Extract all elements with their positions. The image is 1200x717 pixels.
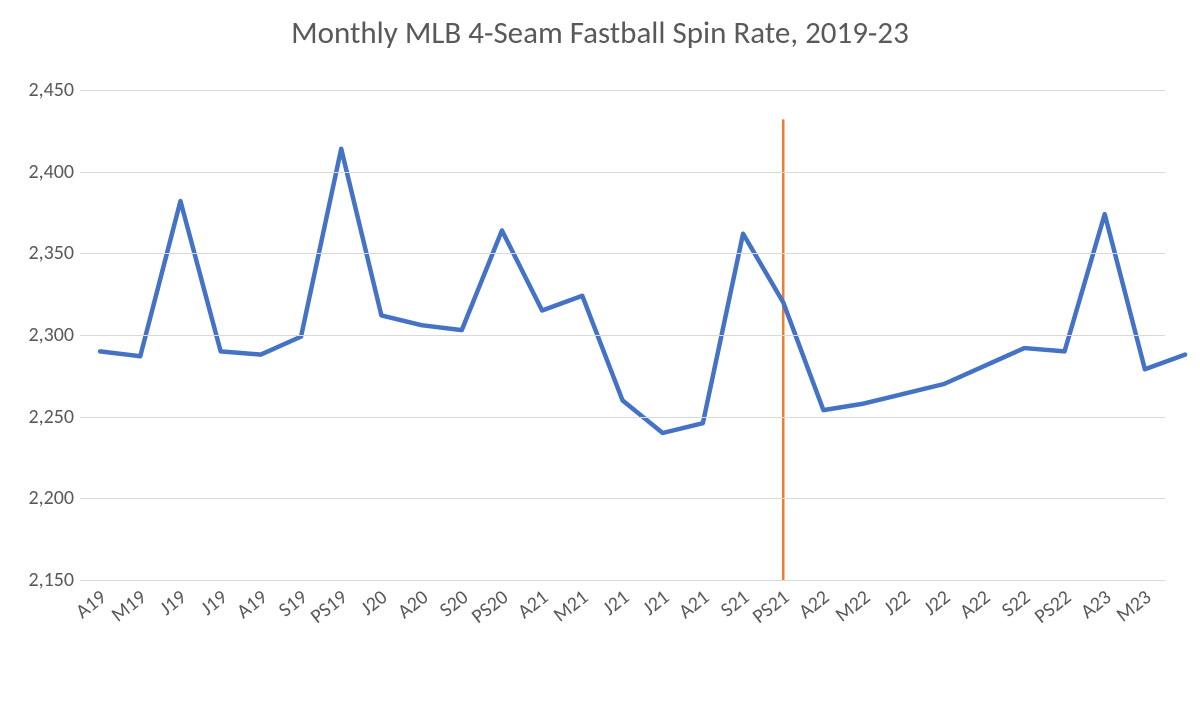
y-axis-tick-label: 2,300: [28, 323, 74, 347]
x-axis-tick-label: PS21: [748, 585, 794, 628]
x-axis-tick-label: PS20: [467, 585, 513, 628]
x-axis-tick-label: M21: [549, 585, 593, 627]
y-axis-tick-label: 2,400: [28, 160, 74, 184]
x-axis-tick-label: J19: [196, 585, 232, 620]
gridline: [80, 580, 1165, 581]
chart-container: Monthly MLB 4-Seam Fastball Spin Rate, 2…: [0, 0, 1200, 717]
x-axis-tick-label: J22: [919, 585, 955, 620]
plot-area: 2,1502,2002,2502,3002,3502,4002,450A19M1…: [80, 90, 1165, 580]
x-axis-tick-label: S20: [435, 585, 473, 622]
x-axis-tick-label: A20: [393, 585, 433, 624]
gridline: [80, 417, 1165, 418]
y-axis-tick-label: 2,150: [28, 568, 74, 592]
x-axis-tick-label: A21: [674, 585, 714, 624]
x-axis-tick-label: A22: [955, 585, 995, 624]
x-axis-tick-label: A19: [232, 585, 272, 624]
series-line: [100, 149, 1185, 433]
y-axis-tick-label: 2,250: [28, 405, 74, 429]
chart-title: Monthly MLB 4-Seam Fastball Spin Rate, 2…: [0, 14, 1200, 52]
x-axis-tick-label: J19: [156, 585, 192, 620]
x-axis-tick-label: A22: [795, 585, 835, 624]
gridline: [80, 90, 1165, 91]
gridline: [80, 172, 1165, 173]
x-axis-tick-label: M19: [107, 585, 151, 627]
x-axis-tick-label: A21: [513, 585, 553, 624]
y-axis-tick-label: 2,350: [28, 241, 74, 265]
gridline: [80, 335, 1165, 336]
x-axis-tick-label: S19: [274, 585, 312, 622]
x-axis-tick-label: J22: [879, 585, 915, 620]
y-axis-tick-label: 2,200: [28, 486, 74, 510]
x-axis-tick-label: S21: [716, 585, 754, 622]
x-axis-tick-label: J21: [598, 585, 634, 620]
x-axis-tick-label: J21: [638, 585, 674, 620]
gridline: [80, 253, 1165, 254]
y-axis-tick-label: 2,450: [28, 78, 74, 102]
x-axis-tick-label: S22: [997, 585, 1035, 622]
x-axis-tick-label: M22: [830, 585, 874, 627]
x-axis-tick-label: PS22: [1029, 585, 1075, 628]
gridline: [80, 498, 1165, 499]
x-axis-tick-label: M23: [1112, 585, 1156, 627]
x-axis-tick-label: A19: [71, 585, 111, 624]
x-axis-tick-label: PS19: [306, 585, 352, 628]
x-axis-tick-label: A23: [1076, 585, 1116, 624]
x-axis-tick-label: J20: [357, 585, 393, 620]
